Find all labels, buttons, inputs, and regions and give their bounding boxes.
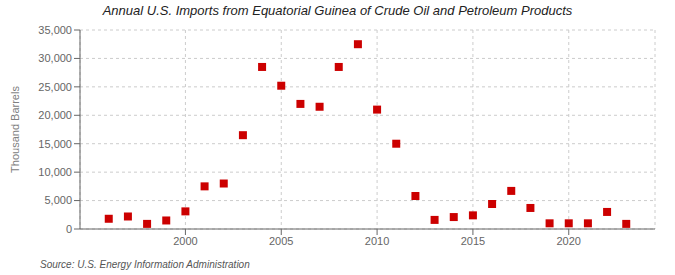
svg-text:2010: 2010: [365, 235, 389, 247]
svg-text:15,000: 15,000: [38, 138, 72, 150]
svg-text:Thousand Barrels: Thousand Barrels: [9, 86, 21, 173]
svg-text:35,000: 35,000: [38, 24, 72, 36]
svg-text:5,000: 5,000: [44, 194, 72, 206]
svg-text:25,000: 25,000: [38, 81, 72, 93]
svg-text:2000: 2000: [173, 235, 197, 247]
svg-text:0: 0: [66, 223, 72, 235]
html-text:Annual U.S. Imports from Equat: Annual U.S. Imports from Equatorial Guin…: [102, 3, 573, 18]
svg-text:2020: 2020: [557, 235, 581, 247]
svg-text:10,000: 10,000: [38, 166, 72, 178]
svg-text:20,000: 20,000: [38, 109, 72, 121]
svg-text:2015: 2015: [461, 235, 485, 247]
html-text:Source: U.S. Energy Informatio: Source: U.S. Energy Information Administ…: [40, 259, 250, 270]
svg-text:2005: 2005: [269, 235, 293, 247]
svg-text:30,000: 30,000: [38, 52, 72, 64]
